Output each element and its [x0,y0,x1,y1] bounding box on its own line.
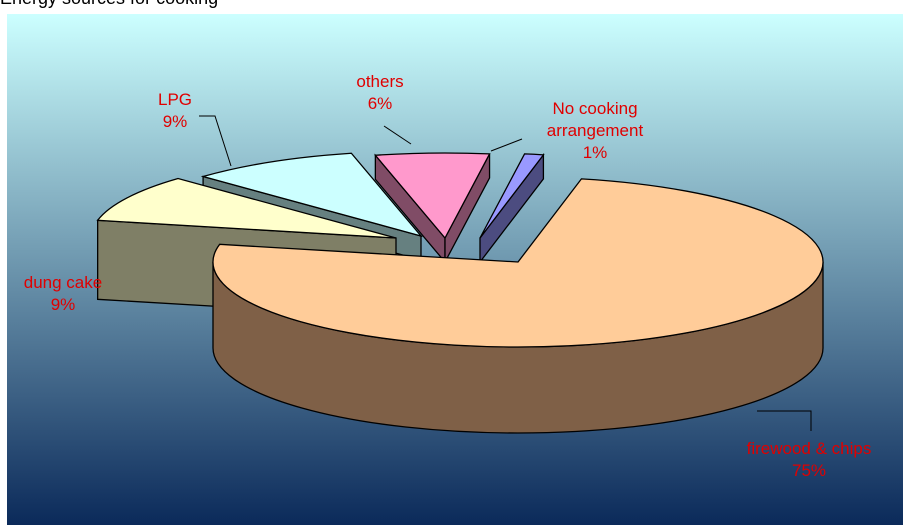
pie-slice-top [96,177,397,239]
slice-label: others 6% [356,72,403,113]
chart-area: firewood & chips 75% dung cake 9% LPG 9% other… [7,14,903,525]
leader-line [757,410,812,431]
pie-chart-svg: firewood & chips 75% dung cake 9% LPG 9% other… [7,14,903,525]
pie-slice [212,178,824,434]
leader-line [383,125,412,145]
pie-slice-top [374,152,491,240]
leader-line [199,115,232,167]
pie-slice-top [479,153,545,239]
slice-label: firewood & chips 75% [747,439,872,480]
slice-label: No cooking arrangement 1% [547,99,644,162]
pie-slice-top [212,178,824,348]
pie-slice [479,152,545,264]
pie-slice [374,152,491,264]
slice-label: LPG 9% [158,90,192,131]
leader-line [490,138,523,152]
chart-title: Energy sources for cooking [0,0,218,9]
slice-label: dung cake 9% [24,273,102,314]
pie-slice-top [200,152,423,238]
